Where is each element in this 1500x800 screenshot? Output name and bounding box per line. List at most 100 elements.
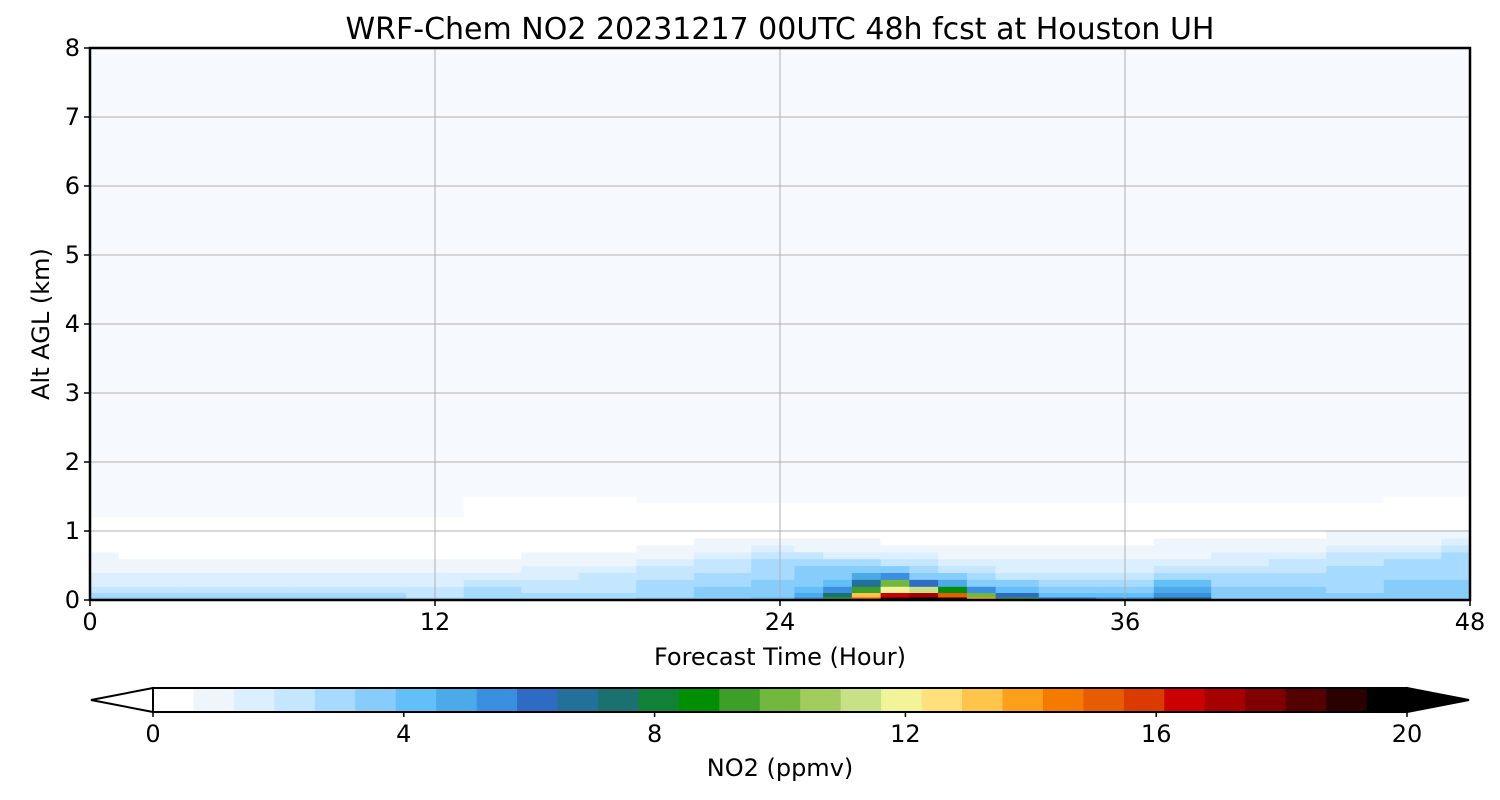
heatmap-cell	[751, 592, 795, 598]
heatmap-cell	[348, 529, 407, 539]
heatmap-cell	[880, 596, 910, 601]
heatmap-cell	[1326, 579, 1385, 587]
heatmap-cell	[1326, 572, 1385, 580]
heatmap-cell	[521, 496, 580, 504]
heatmap-cell	[1211, 579, 1270, 587]
colorbar-swatch	[597, 688, 639, 712]
heatmap-cell	[966, 503, 997, 518]
heatmap-cell	[880, 537, 910, 546]
heatmap-cell	[1383, 529, 1442, 539]
heatmap-cell	[880, 503, 910, 518]
heatmap-cell	[176, 544, 235, 553]
heatmap-cell	[348, 565, 407, 573]
colorbar-swatch	[476, 688, 518, 712]
heatmap-cell	[521, 503, 580, 518]
heatmap-cell	[291, 592, 350, 598]
heatmap-cell	[751, 586, 795, 594]
heatmap-cell	[851, 537, 882, 546]
heatmap-cell	[291, 517, 350, 530]
heatmap-cell	[909, 579, 939, 587]
heatmap-cell	[1153, 529, 1212, 539]
heatmap-cell	[794, 565, 824, 573]
colorbar-swatch	[233, 688, 275, 712]
heatmap-cell	[463, 529, 522, 539]
heatmap-cell	[118, 529, 177, 539]
heatmap-cell	[966, 596, 997, 601]
heatmap-cell	[348, 579, 407, 587]
x-tick-label: 48	[1455, 608, 1486, 636]
heatmap-cell	[995, 579, 1040, 587]
heatmap-cell	[521, 529, 580, 539]
heatmap-cell	[521, 544, 580, 553]
heatmap-cell	[794, 544, 824, 553]
heatmap-cell	[909, 572, 939, 580]
heatmap-cell	[851, 579, 882, 587]
heatmap-cell	[995, 592, 1040, 598]
heatmap-cell	[1383, 565, 1442, 573]
heatmap-cell	[1038, 503, 1097, 518]
y-tick-label: 6	[65, 172, 80, 200]
colorbar-swatch	[1042, 688, 1084, 712]
heatmap-cell	[823, 596, 853, 601]
heatmap-cell	[233, 537, 292, 546]
heatmap-cell	[291, 529, 350, 539]
heatmap-cell	[1383, 496, 1442, 504]
y-tick-label: 7	[65, 103, 80, 131]
colorbar-swatch	[1285, 688, 1327, 712]
heatmap-cell	[1268, 586, 1327, 594]
heatmap-cell	[348, 592, 407, 598]
heatmap-cell	[880, 517, 910, 530]
heatmap-cell	[1383, 517, 1442, 530]
heatmap-cell	[233, 558, 292, 567]
heatmap-cell	[176, 596, 235, 601]
heatmap-cell	[1326, 558, 1385, 567]
heatmap-cell	[578, 572, 637, 580]
x-axis-ticks: 0 12 24 36 48	[82, 600, 1485, 636]
heatmap-cell	[1211, 529, 1270, 539]
heatmap-cell	[938, 503, 968, 518]
heatmap-cell	[995, 503, 1040, 518]
heatmap-cell	[794, 537, 824, 546]
heatmap-cell	[1441, 496, 1471, 504]
heatmap-cell	[995, 586, 1040, 594]
heatmap-cell	[966, 558, 997, 567]
heatmap-cell	[851, 529, 882, 539]
heatmap-cell	[1441, 579, 1471, 587]
heatmap-cell	[823, 529, 853, 539]
heatmap-cell	[636, 586, 695, 594]
heatmap-cell	[291, 586, 350, 594]
colorbar-swatch	[274, 688, 316, 712]
heatmap-cell	[521, 517, 580, 530]
heatmap-cell	[176, 572, 235, 580]
heatmap-cell	[1153, 517, 1212, 530]
heatmap-cell	[90, 558, 120, 567]
heatmap-cell	[118, 558, 177, 567]
heatmap-cell	[995, 565, 1040, 573]
heatmap-cell	[1268, 544, 1327, 553]
colorbar-tick-label: 20	[1392, 720, 1423, 748]
heatmap-cell	[823, 579, 853, 587]
heatmap-cell	[751, 537, 795, 546]
heatmap-cell	[636, 503, 695, 518]
heatmap-cell	[291, 579, 350, 587]
heatmap-cell	[823, 592, 853, 598]
colorbar-swatch	[962, 688, 1003, 712]
heatmap-cell	[938, 592, 968, 598]
heatmap-cell	[1268, 537, 1327, 546]
heatmap-cell	[995, 572, 1040, 580]
colorbar-swatch	[193, 688, 235, 712]
heatmap-cell	[578, 592, 637, 598]
heatmap-cell	[909, 592, 939, 598]
heatmap-cell	[233, 592, 292, 598]
heatmap-cell	[291, 596, 350, 601]
heatmap-cell	[578, 565, 637, 573]
heatmap-cell	[693, 537, 752, 546]
colorbar-swatch	[678, 688, 720, 712]
heatmap-cell	[880, 572, 910, 580]
colorbar-ticks: 0 4 8 12 16 20	[145, 712, 1422, 748]
heatmap-cell	[851, 503, 882, 518]
heatmap-cell	[1441, 586, 1471, 594]
heatmap-cell	[823, 503, 853, 518]
heatmap-cell	[1383, 558, 1442, 567]
heatmap-cell	[938, 551, 968, 560]
